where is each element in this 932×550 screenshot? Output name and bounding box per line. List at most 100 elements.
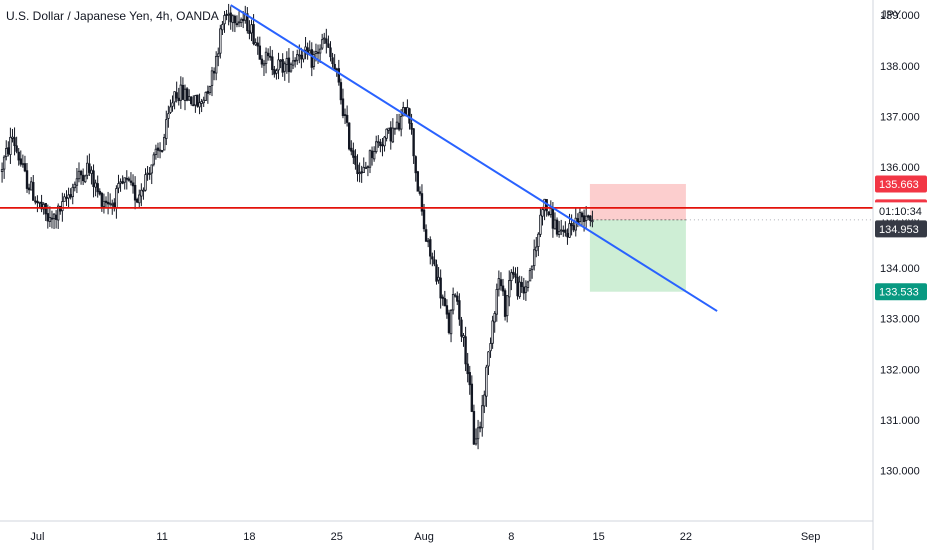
candle-body xyxy=(364,166,368,170)
candle-body xyxy=(279,59,282,62)
stop-loss-zone[interactable] xyxy=(589,183,686,220)
candle-body xyxy=(152,154,156,165)
candle-body xyxy=(468,372,471,386)
candle-body xyxy=(343,114,347,116)
candle-body xyxy=(520,282,523,288)
candle-body xyxy=(192,104,195,107)
candle-body xyxy=(426,240,430,243)
candle-body xyxy=(150,164,153,174)
price-axis[interactable]: 139.000138.000137.000136.000135.000134.0… xyxy=(880,10,920,477)
candle-body xyxy=(578,211,582,222)
candle-body xyxy=(589,215,592,221)
candle-body xyxy=(397,122,401,130)
candle-body xyxy=(23,163,27,172)
plot-area[interactable] xyxy=(0,3,873,450)
candle-body xyxy=(277,59,280,71)
candle-body xyxy=(441,296,444,299)
candle-body xyxy=(17,151,20,161)
candle-body xyxy=(0,169,4,172)
candle-body xyxy=(169,106,172,113)
candle-body xyxy=(98,190,101,195)
candle-body xyxy=(171,102,174,107)
candle-body xyxy=(156,147,160,151)
candle-body xyxy=(256,42,259,47)
time-axis[interactable]: Jul 11 18 25 Aug 8 15 22 Sep xyxy=(30,531,820,543)
candle-body xyxy=(393,127,397,130)
price-tick-label: 133.000 xyxy=(880,314,920,326)
candle-body xyxy=(460,319,463,337)
candle-body xyxy=(81,174,85,182)
time-tick-label: 18 xyxy=(243,531,255,543)
candle-body xyxy=(491,320,494,344)
candle-body xyxy=(177,97,180,102)
candle-body xyxy=(54,214,58,220)
candle-body xyxy=(320,39,324,49)
candle-body xyxy=(587,215,590,218)
candle-body xyxy=(406,107,409,116)
candle-body xyxy=(200,101,203,104)
candle-body xyxy=(212,70,216,74)
candle-body xyxy=(391,127,395,143)
candle-body xyxy=(285,58,289,65)
candle-body xyxy=(472,411,476,445)
candle-body xyxy=(225,13,228,16)
candle-body xyxy=(21,163,25,166)
time-tick-label: 11 xyxy=(156,531,167,543)
candle-body xyxy=(239,19,243,24)
candle-body xyxy=(29,181,33,191)
candle-body xyxy=(38,201,41,204)
candle-body xyxy=(499,279,503,287)
candle-body xyxy=(387,127,390,131)
candle-body xyxy=(25,170,29,189)
candle-body xyxy=(532,249,536,267)
candle-body xyxy=(429,239,432,257)
candle-body xyxy=(437,276,440,281)
candle-body xyxy=(316,51,320,54)
candle-body xyxy=(108,202,112,205)
candle-body xyxy=(90,169,93,174)
candle-body xyxy=(269,55,272,58)
candle-body xyxy=(125,177,128,180)
candle-body xyxy=(194,95,197,106)
price-tick-label: 131.000 xyxy=(880,415,920,427)
candle-body xyxy=(289,63,293,72)
candle-body xyxy=(489,343,492,352)
candle-body xyxy=(535,246,538,252)
candle-body xyxy=(221,24,224,31)
candle-body xyxy=(154,148,158,155)
candle-body xyxy=(347,122,351,150)
candle-body xyxy=(431,256,434,260)
candle-body xyxy=(104,200,108,203)
candle-body xyxy=(510,272,513,282)
candle-body xyxy=(140,189,143,197)
price-tick-label: 136.000 xyxy=(880,162,920,174)
candle-body xyxy=(96,183,99,193)
candle-body xyxy=(106,201,110,205)
take-profit-zone[interactable] xyxy=(589,219,686,292)
candle-body xyxy=(71,186,74,198)
candle-body xyxy=(131,182,135,187)
candle-body xyxy=(337,68,341,83)
candle-body xyxy=(470,383,474,412)
candle-body xyxy=(202,99,205,104)
candle-body xyxy=(327,43,330,48)
candle-body xyxy=(293,59,297,62)
candle-body xyxy=(389,127,392,142)
candle-body xyxy=(273,69,276,75)
candle-body xyxy=(478,426,482,429)
candle-body xyxy=(580,212,584,218)
candle-body xyxy=(181,84,185,100)
candle-body xyxy=(135,199,139,203)
candle-body xyxy=(547,211,550,216)
candle-body xyxy=(362,166,365,173)
candle-body xyxy=(271,56,274,71)
candle-body xyxy=(75,178,79,186)
descending-trendline[interactable] xyxy=(230,4,718,312)
candle-body xyxy=(487,351,490,367)
candle-body xyxy=(466,363,469,375)
candle-body xyxy=(418,191,422,194)
candle-body xyxy=(69,194,72,198)
candle-body xyxy=(175,92,178,99)
candle-body xyxy=(165,119,168,139)
